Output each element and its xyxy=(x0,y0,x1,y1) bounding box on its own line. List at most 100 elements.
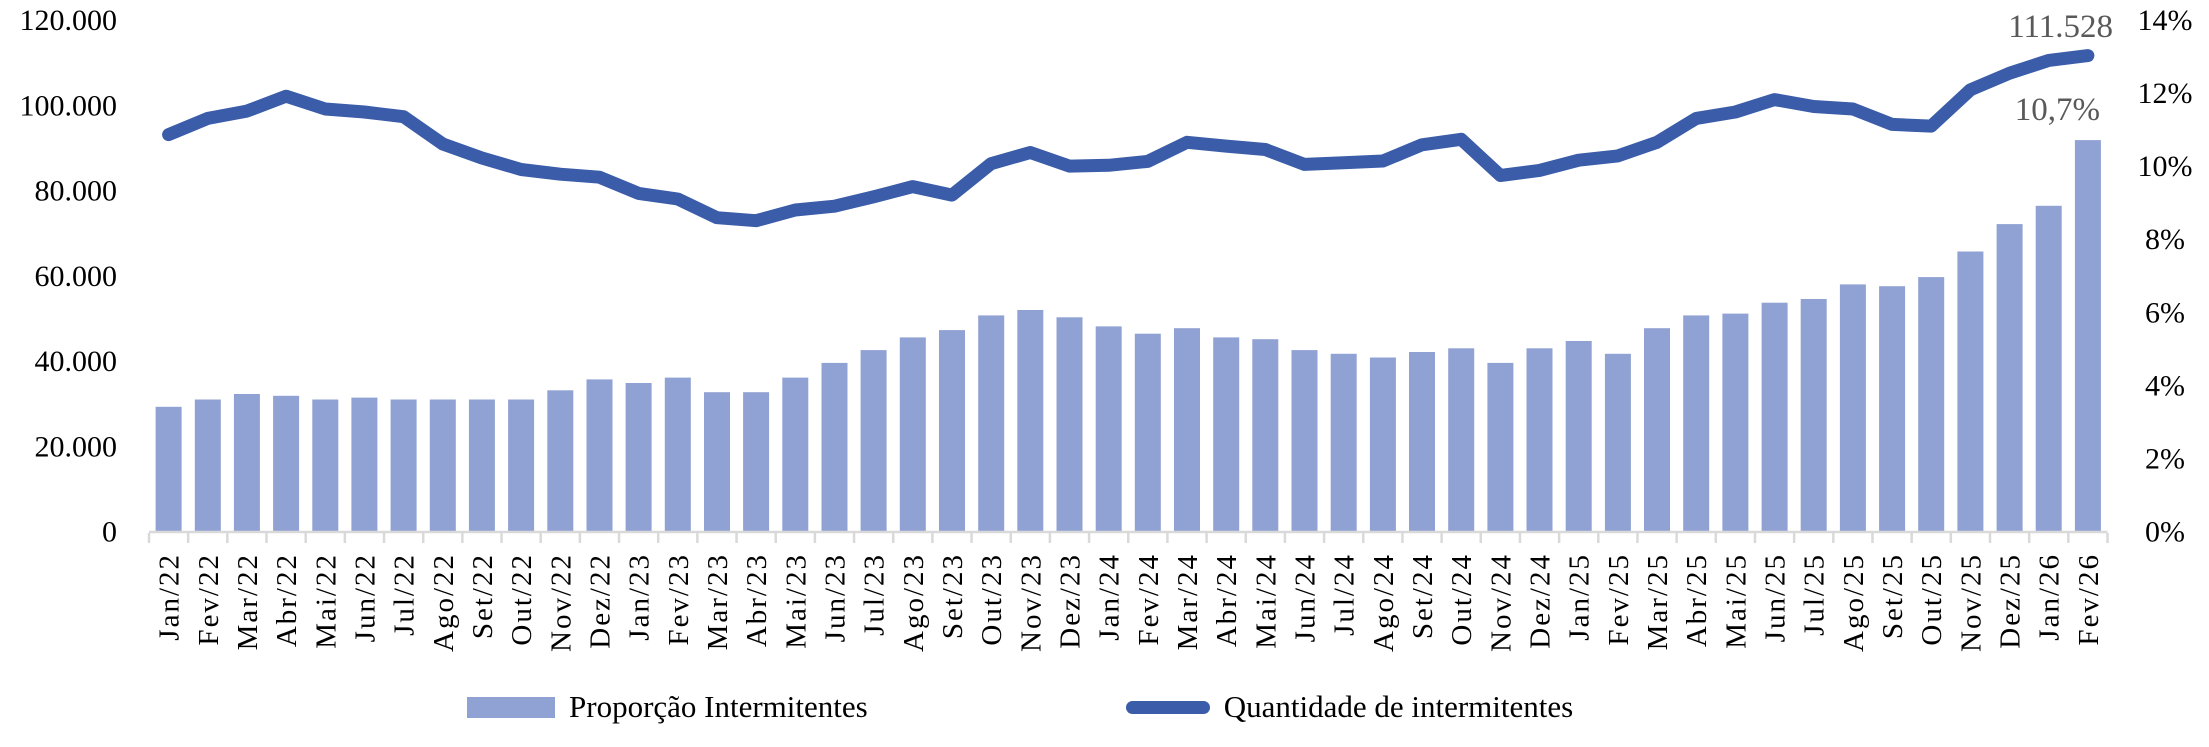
bar-Mar/25 xyxy=(1644,328,1670,531)
bar-series-swatch-icon xyxy=(467,696,555,718)
bar-Mar/22 xyxy=(233,394,260,531)
legend-label-quantidade: Quantidade de intermitentes xyxy=(1223,689,1574,724)
bar-Abr/23 xyxy=(743,392,770,531)
bar-Mar/24 xyxy=(1174,328,1200,531)
x-axis-month-label: Set/25 xyxy=(1877,553,1909,639)
x-axis-month-label: Jan/24 xyxy=(1094,553,1126,641)
y-axis-right-tick-label: 4% xyxy=(2145,369,2185,402)
bar-Out/22 xyxy=(508,399,535,531)
bar-Fev/22 xyxy=(194,399,221,531)
bar-Jan/22 xyxy=(155,406,182,531)
bar-Jun/23 xyxy=(821,362,848,531)
bar-Jul/22 xyxy=(390,399,417,531)
bar-Abr/24 xyxy=(1213,337,1240,531)
x-axis-month-label: Mar/22 xyxy=(232,553,264,650)
legend-item-proporcao: Proporção Intermitentes xyxy=(467,689,868,725)
bar-Dez/25 xyxy=(1996,224,2023,531)
y-axis-left-tick-label: 100.000 xyxy=(20,89,118,122)
bar-Jun/24 xyxy=(1291,350,1318,531)
bar-Abr/25 xyxy=(1683,315,1710,531)
y-axis-right-tick-label: 8% xyxy=(2145,223,2185,256)
x-axis-month-label: Mai/24 xyxy=(1250,553,1282,649)
y-axis-left-tick-label: 80.000 xyxy=(35,175,118,208)
x-axis-month-label: Jul/25 xyxy=(1799,553,1831,636)
bar-Out/25 xyxy=(1918,277,1945,531)
bar-Ago/23 xyxy=(899,337,926,531)
bar-Mai/22 xyxy=(312,399,339,531)
bar-Jul/24 xyxy=(1330,353,1357,531)
x-axis-month-label: Jun/23 xyxy=(820,553,852,642)
bar-Mai/24 xyxy=(1252,339,1279,531)
y-axis-left-tick-label: 20.000 xyxy=(35,430,118,463)
x-axis-month-label: Set/23 xyxy=(937,553,969,639)
line-last-value-label: 111.528 xyxy=(2008,9,2113,45)
x-axis-month-label: Mar/23 xyxy=(702,553,734,650)
x-axis-month-label: Set/24 xyxy=(1407,553,1439,639)
x-axis-month-label: Fev/23 xyxy=(663,553,695,646)
x-axis-month-label: Mai/22 xyxy=(310,553,342,649)
x-axis-month-label: Out/24 xyxy=(1446,553,1478,646)
legend-item-quantidade: Quantidade de intermitentes xyxy=(1125,689,1574,725)
x-axis-month-label: Jul/22 xyxy=(389,553,421,636)
x-axis-month-label: Jan/22 xyxy=(154,553,186,641)
bar-Set/23 xyxy=(939,330,965,531)
bar-Jan/24 xyxy=(1095,326,1122,531)
x-axis-month-label: Mai/25 xyxy=(1720,553,1752,649)
legend: Proporção Intermitentes Quantidade de in… xyxy=(467,689,1573,725)
y-axis-right-tick-label: 6% xyxy=(2145,296,2185,329)
y-axis-right-tick-label: 14% xyxy=(2138,4,2193,37)
x-axis-month-label: Out/25 xyxy=(1916,553,1948,646)
bar-Jul/23 xyxy=(860,350,887,531)
bar-Out/24 xyxy=(1448,348,1475,531)
x-axis-month-label: Nov/24 xyxy=(1485,553,1517,652)
x-axis-month-label: Jan/25 xyxy=(1564,553,1596,641)
quantity-line-series xyxy=(162,49,2095,228)
x-axis-month-label: Dez/25 xyxy=(1995,553,2027,649)
x-axis-month-label: Jun/25 xyxy=(1760,553,1792,642)
bar-Set/24 xyxy=(1409,352,1435,531)
bar-last-value-label: 10,7% xyxy=(2014,92,2100,128)
bar-Fev/26 xyxy=(2074,140,2101,531)
bar-Set/22 xyxy=(468,399,495,531)
bar-Jul/25 xyxy=(1800,299,1827,531)
x-axis-month-label: Nov/23 xyxy=(1015,553,1047,652)
x-axis-month-label: Jun/22 xyxy=(349,553,381,642)
bar-Nov/23 xyxy=(1017,310,1044,531)
x-axis-month-label: Ago/23 xyxy=(898,553,930,652)
bar-Jan/26 xyxy=(2035,205,2062,532)
bar-Abr/22 xyxy=(273,395,300,531)
x-axis-month-label: Dez/22 xyxy=(585,553,617,649)
x-axis-month-label: Fev/24 xyxy=(1133,553,1165,646)
x-axis-month-label: Ago/24 xyxy=(1368,553,1400,652)
x-axis-month-label: Fev/26 xyxy=(2073,553,2105,646)
y-axis-right-tick-label: 0% xyxy=(2145,516,2185,549)
y-axis-right-tick-label: 12% xyxy=(2138,77,2193,110)
x-axis-month-label: Out/22 xyxy=(506,553,538,646)
x-axis-month-label: Mai/23 xyxy=(780,553,812,649)
x-axis-month-label: Ago/25 xyxy=(1838,553,1870,652)
bar-Mai/25 xyxy=(1722,313,1749,531)
x-axis-month-label: Jan/26 xyxy=(2034,553,2066,641)
x-axis-month-label: Abr/25 xyxy=(1681,553,1713,647)
x-axis-month-label: Nov/22 xyxy=(545,553,577,652)
x-axis-month-label: Abr/23 xyxy=(741,553,773,647)
bar-Jun/22 xyxy=(351,397,378,531)
bar-Nov/22 xyxy=(547,390,574,531)
x-axis-month-label: Abr/24 xyxy=(1211,553,1243,647)
bar-Dez/22 xyxy=(586,379,613,531)
x-axis-month-label: Jun/24 xyxy=(1290,553,1322,642)
bar-Jun/25 xyxy=(1761,302,1788,531)
bar-Ago/25 xyxy=(1839,284,1866,531)
x-axis-month-label: Fev/22 xyxy=(193,553,225,646)
x-axis-month-label: Ago/22 xyxy=(428,553,460,652)
bar-Nov/25 xyxy=(1957,251,1984,531)
x-axis-month-label: Out/23 xyxy=(976,553,1008,646)
x-axis-month-label: Fev/25 xyxy=(1603,553,1635,646)
x-axis-month-label: Set/22 xyxy=(467,553,499,639)
x-axis-month-label: Mar/25 xyxy=(1642,553,1674,650)
y-axis-left-tick-label: 120.000 xyxy=(20,4,118,37)
x-axis-month-label: Mar/24 xyxy=(1172,553,1204,650)
y-axis-right-tick-label: 10% xyxy=(2138,150,2193,183)
